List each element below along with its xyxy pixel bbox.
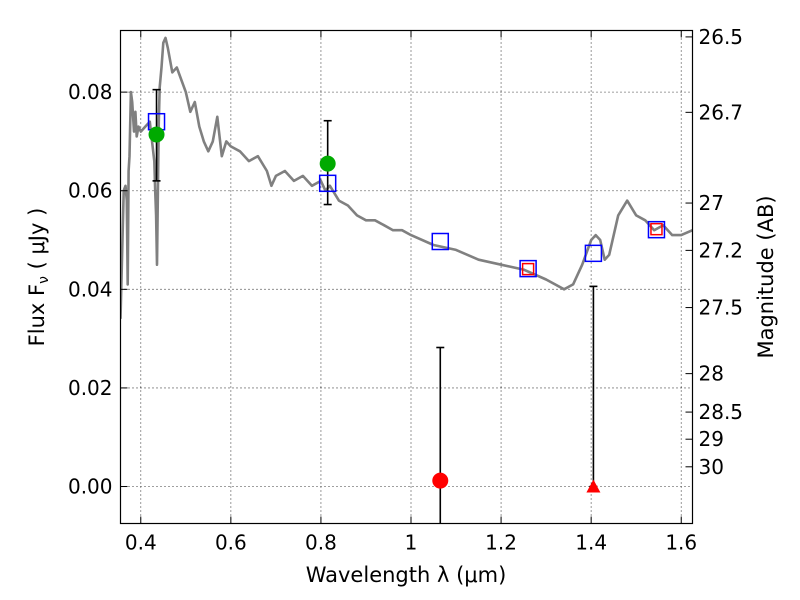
x-tick-label: 0.8 xyxy=(305,531,337,555)
grid xyxy=(120,30,693,524)
right-tick-label: 29 xyxy=(699,427,724,451)
axis-ticks: 0.4 0.6 0.8 1 1.2 1.4 1.6 0.00 0.02 0.04 0.06 0.08 2… xyxy=(68,25,743,555)
right-tick-label: 28.5 xyxy=(699,400,744,424)
right-axis-label: Magnitude (AB) xyxy=(754,195,778,358)
right-tick-label: 27.5 xyxy=(699,296,744,320)
model-photometry-square xyxy=(519,259,537,278)
upper-limit-triangle xyxy=(586,479,601,493)
right-tick-label: 28 xyxy=(699,362,724,386)
x-axis-label: Wavelength λ (μm) xyxy=(306,563,507,587)
plot-series xyxy=(120,36,693,524)
model-photometry-square xyxy=(647,220,666,239)
y-axis-label: Flux Fν ( μJy ) xyxy=(25,208,52,347)
x-tick-label: 0.4 xyxy=(125,531,157,555)
detection-marker xyxy=(319,155,336,172)
non-detection-marker xyxy=(432,472,449,489)
x-tick-label: 0.6 xyxy=(215,531,247,555)
y-tick-label: 0.04 xyxy=(68,277,113,301)
small-red-square xyxy=(521,262,535,276)
right-tick-label: 26.5 xyxy=(699,25,744,49)
model-photometry-square xyxy=(584,244,603,263)
axes-frame xyxy=(119,29,694,525)
y-tick-label: 0.02 xyxy=(68,376,113,400)
y-tick-label: 0.06 xyxy=(68,179,113,203)
right-tick-label: 26.7 xyxy=(699,100,744,124)
x-tick-label: 1.6 xyxy=(665,531,697,555)
model-sed-line xyxy=(120,36,693,319)
x-tick-label: 1.2 xyxy=(485,531,517,555)
right-tick-label: 27.2 xyxy=(699,238,744,262)
small-red-square xyxy=(650,222,663,236)
right-tick-label: 30 xyxy=(699,455,724,479)
y-tick-label: 0.08 xyxy=(68,80,113,104)
model-photometry-square xyxy=(431,232,450,251)
plot-area xyxy=(120,36,693,524)
model-photometry-square xyxy=(318,174,337,193)
right-tick-label: 27 xyxy=(699,191,724,215)
x-tick-label: 1 xyxy=(405,531,418,555)
x-tick-label: 1.4 xyxy=(575,531,607,555)
detection-marker xyxy=(148,126,165,143)
y-tick-label: 0.00 xyxy=(68,475,113,499)
